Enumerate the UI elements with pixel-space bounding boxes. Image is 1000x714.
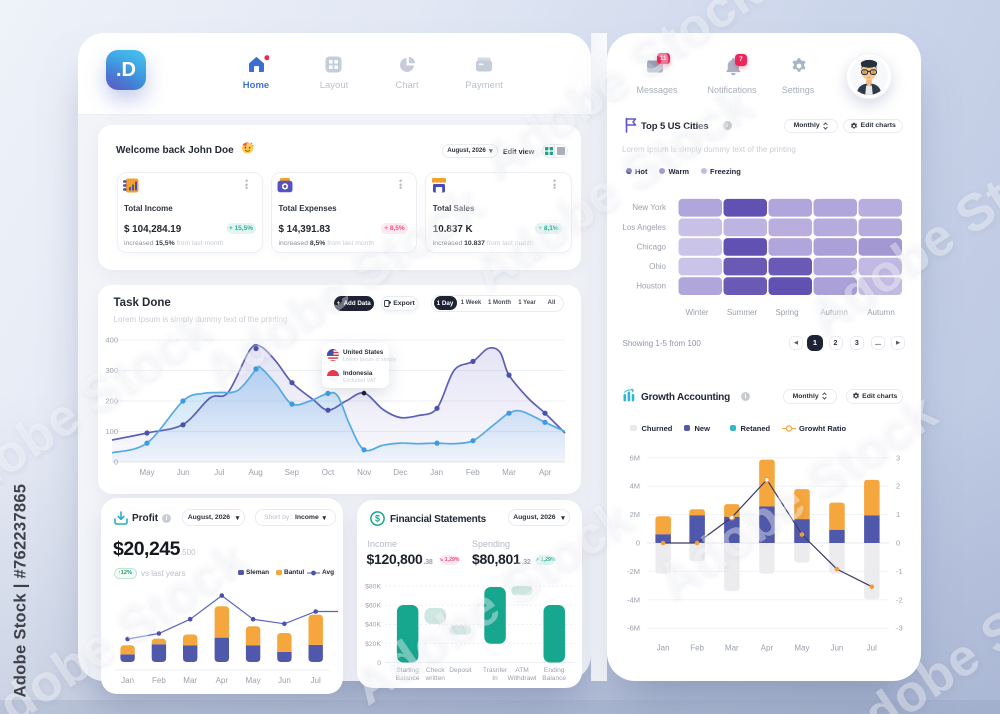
svg-text:-6M: -6M — [627, 624, 640, 633]
svg-text:1: 1 — [896, 510, 900, 519]
svg-text:Summer: Summer — [727, 308, 758, 317]
svg-text:-1: -1 — [896, 567, 903, 576]
svg-text:-2M: -2M — [627, 567, 640, 576]
svg-text:0: 0 — [896, 539, 900, 548]
svg-text:4M: 4M — [630, 482, 640, 491]
svg-text:3: 3 — [896, 453, 900, 462]
svg-text:Jul: Jul — [867, 644, 877, 653]
svg-text:Mar: Mar — [183, 676, 197, 685]
svg-text:100: 100 — [105, 427, 118, 436]
svg-text:0: 0 — [636, 539, 640, 548]
svg-text:$: $ — [375, 514, 380, 524]
svg-text:Houston: Houston — [636, 282, 666, 291]
svg-text:May: May — [139, 468, 154, 477]
svg-text:Jan: Jan — [657, 644, 670, 653]
svg-text:$60K: $60K — [365, 603, 381, 610]
svg-text:200: 200 — [105, 397, 118, 406]
svg-text:-4M: -4M — [627, 595, 640, 604]
svg-text:Chicago: Chicago — [637, 242, 667, 251]
svg-text:Check: Check — [425, 667, 444, 674]
svg-text:Jan: Jan — [121, 676, 134, 685]
svg-text:$20K: $20K — [365, 641, 381, 648]
svg-text:Winter: Winter — [685, 308, 708, 317]
svg-text:Feb: Feb — [465, 468, 479, 477]
svg-text:Autumn: Autumn — [820, 308, 848, 317]
svg-text:Autumn: Autumn — [867, 308, 895, 317]
svg-text:400: 400 — [105, 336, 118, 345]
svg-text:2M: 2M — [630, 510, 640, 519]
svg-text:Ohio: Ohio — [649, 262, 666, 271]
svg-text:Balance: Balance — [542, 675, 566, 682]
svg-text:Oct: Oct — [321, 468, 334, 477]
svg-text:Trasnfer: Trasnfer — [482, 667, 507, 674]
svg-text:ATM: ATM — [515, 667, 528, 674]
svg-text:Jan: Jan — [430, 468, 443, 477]
svg-text:0: 0 — [377, 660, 381, 667]
svg-text:Jun: Jun — [278, 676, 291, 685]
svg-text:Ending: Ending — [543, 667, 564, 674]
svg-text:Jul: Jul — [214, 468, 224, 477]
svg-text:New York: New York — [632, 203, 667, 212]
svg-text:-2: -2 — [896, 595, 903, 604]
svg-text:$80K: $80K — [365, 584, 381, 591]
svg-text:300: 300 — [105, 366, 118, 375]
svg-text:Apr: Apr — [761, 644, 774, 653]
svg-text:Starting: Starting — [396, 667, 419, 674]
svg-text:Feb: Feb — [152, 676, 166, 685]
svg-text:Los Angeles: Los Angeles — [622, 223, 666, 232]
svg-text:Mar: Mar — [725, 644, 739, 653]
svg-text:Aug: Aug — [248, 468, 262, 477]
svg-text:Jun: Jun — [176, 468, 189, 477]
svg-text:Mar: Mar — [502, 468, 516, 477]
svg-text:Spring: Spring — [775, 308, 798, 317]
svg-text:Feb: Feb — [690, 644, 704, 653]
svg-text:written: written — [424, 675, 445, 682]
svg-text:Sep: Sep — [284, 468, 299, 477]
svg-text:In: In — [492, 675, 498, 682]
svg-text:-3: -3 — [896, 624, 903, 633]
svg-text:May: May — [794, 644, 809, 653]
svg-text:Apr: Apr — [216, 676, 229, 685]
svg-text:2: 2 — [896, 482, 900, 491]
svg-text:Jul: Jul — [311, 676, 321, 685]
svg-text:Jun: Jun — [830, 644, 843, 653]
svg-text:$40K: $40K — [365, 622, 381, 629]
svg-text:Withdrawl: Withdrawl — [507, 675, 536, 682]
svg-text:6M: 6M — [630, 453, 640, 462]
svg-text:Balance: Balance — [395, 675, 419, 682]
svg-text:May: May — [246, 676, 261, 685]
svg-text:Nov: Nov — [357, 468, 371, 477]
svg-text:Dec: Dec — [393, 468, 407, 477]
svg-text:Apr: Apr — [538, 468, 551, 477]
svg-text:Deposit: Deposit — [449, 667, 472, 674]
